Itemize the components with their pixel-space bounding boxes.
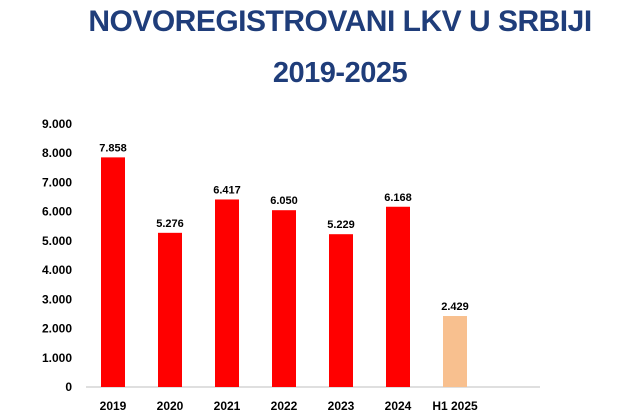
x-tick-label: 2019 [100,399,127,413]
bar-2019 [101,157,125,387]
x-tick-label: 2024 [385,399,412,413]
y-tick-label: 6.000 [42,205,72,219]
bar-2023 [329,234,353,387]
y-tick-label: 8.000 [42,146,72,160]
x-tick-label: 2023 [328,399,355,413]
bar-2024 [386,206,410,387]
x-tick-label: 2022 [271,399,298,413]
data-label: 6.050 [270,195,298,207]
x-tick-label: 2021 [214,399,241,413]
y-tick-label: 7.000 [42,175,72,189]
data-label: 2.429 [441,301,469,313]
y-tick-label: 1.000 [42,351,72,365]
data-label: 6.168 [384,192,412,204]
data-label: 5.229 [327,219,355,231]
bar-2020 [158,232,182,387]
data-label: 6.417 [213,184,241,196]
y-tick-label: 2.000 [42,322,72,336]
x-tick-label: H1 2025 [432,399,478,413]
x-tick-label: 2020 [157,399,184,413]
y-tick-label: 5.000 [42,234,72,248]
bar-2022 [272,210,296,387]
y-tick-label: 9.000 [42,117,72,131]
bar-2021 [215,199,239,387]
y-tick-label: 0 [65,380,72,394]
data-label: 7.858 [99,142,127,154]
chart-subtitle: 2019-2025 [272,57,408,89]
bar-h1-2025 [443,316,467,387]
y-tick-label: 4.000 [42,263,72,277]
data-label: 5.276 [156,218,184,230]
chart-title: NOVOREGISTROVANI LKV U SRBIJI [88,5,592,38]
y-tick-label: 3.000 [42,292,72,306]
